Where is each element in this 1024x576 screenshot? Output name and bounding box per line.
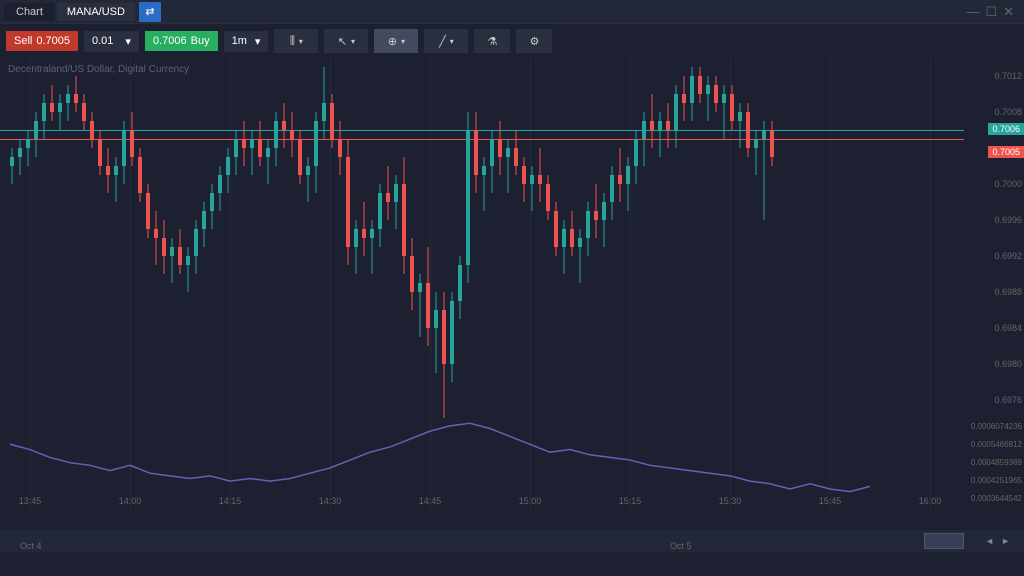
flask-icon: ⚗	[487, 35, 497, 48]
price-tick: 0.6996	[994, 215, 1022, 225]
minimize-icon[interactable]: —	[966, 4, 979, 20]
buy-button[interactable]: 0.7006 Buy	[145, 31, 218, 51]
nav-right-icon[interactable]: ►	[1001, 536, 1010, 546]
time-tick: 13:45	[19, 496, 42, 506]
indicator-tick: 0.0003644542	[971, 494, 1022, 503]
price-tick: 0.7008	[994, 107, 1022, 117]
sell-label: Sell	[14, 35, 32, 47]
time-tick: 14:30	[319, 496, 342, 506]
buy-label: Buy	[191, 35, 210, 47]
chevron-down-icon: ▾	[299, 37, 303, 46]
price-tick: 0.6984	[994, 323, 1022, 333]
chevron-down-icon: ▾	[401, 37, 405, 46]
bid-flag: 0.7005	[988, 146, 1024, 158]
chevron-down-icon: ▾	[351, 37, 355, 46]
crosshair-tool[interactable]: ⊕▾	[374, 29, 418, 53]
link-icon[interactable]: ⇄	[139, 2, 161, 22]
chart-area[interactable]: Decentraland/US Dollar, Digital Currency…	[0, 58, 1024, 530]
time-tick: 15:00	[519, 496, 542, 506]
sell-price: 0.7005	[36, 35, 70, 47]
timeline-label: Oct 5	[670, 541, 692, 551]
chart-type-selector[interactable]: ⫼▾	[274, 29, 318, 53]
indicator-tick: 0.0006074236	[971, 422, 1022, 431]
ask-flag: 0.7006	[988, 123, 1024, 135]
timeframe-selector[interactable]: 1m ▾	[224, 31, 269, 52]
time-tick: 14:00	[119, 496, 142, 506]
timeframe-value: 1m	[232, 35, 247, 47]
chart-toolbar: Sell 0.7005 0.01 ▾ 0.7006 Buy 1m ▾ ⫼▾ ↖▾…	[0, 24, 1024, 58]
price-tick: 0.6976	[994, 395, 1022, 405]
quantity-selector[interactable]: 0.01 ▾	[84, 31, 139, 52]
indicator-tick: 0.0004251965	[971, 476, 1022, 485]
indicator-tick: 0.0005466812	[971, 440, 1022, 449]
price-tick: 0.7000	[994, 179, 1022, 189]
drawing-tool[interactable]: ╱▾	[424, 29, 468, 53]
maximize-icon[interactable]: ☐	[985, 4, 997, 20]
time-tick: 16:00	[919, 496, 942, 506]
buy-price: 0.7006	[153, 35, 187, 47]
candlestick-panel	[0, 58, 964, 418]
indicators-button[interactable]: ⚗	[474, 29, 510, 53]
time-tick: 14:15	[219, 496, 242, 506]
price-tick: 0.7012	[994, 71, 1022, 81]
sell-button[interactable]: Sell 0.7005	[6, 31, 78, 51]
cursor-tool[interactable]: ↖▾	[324, 29, 368, 53]
chevron-down-icon: ▾	[255, 35, 261, 48]
chart-tab[interactable]: Chart	[4, 3, 55, 21]
crosshair-icon: ⊕	[388, 35, 397, 48]
time-axis: 13:45 14:00 14:15 14:30 14:45 15:00 15:15 15:30…	[0, 490, 964, 510]
price-tick: 0.6980	[994, 359, 1022, 369]
line-icon: ╱	[439, 35, 446, 48]
price-axis: 0.7012 0.7008 0.7000 0.6996 0.6992 0.6988 0.69…	[964, 58, 1024, 418]
cursor-icon: ↖	[338, 35, 347, 48]
time-tick: 15:30	[719, 496, 742, 506]
close-icon[interactable]: ✕	[1003, 4, 1014, 20]
candlestick-icon: ⫼	[290, 35, 295, 48]
price-tick: 0.6988	[994, 287, 1022, 297]
symbol-selector[interactable]: MANA/USD	[57, 3, 135, 21]
chart-subtitle: Decentraland/US Dollar, Digital Currency	[8, 64, 189, 75]
time-tick: 14:45	[419, 496, 442, 506]
nav-left-icon[interactable]: ◄	[985, 536, 994, 546]
indicator-tick: 0.0004859389	[971, 458, 1022, 467]
settings-button[interactable]: ⚙	[516, 29, 552, 53]
timeline-thumb[interactable]	[924, 533, 964, 549]
window-header: Chart MANA/USD ⇄ — ☐ ✕	[0, 0, 1024, 24]
gear-icon: ⚙	[529, 35, 539, 48]
time-tick: 15:15	[619, 496, 642, 506]
quantity-value: 0.01	[92, 35, 113, 47]
chevron-down-icon: ▾	[125, 35, 131, 48]
time-tick: 15:45	[819, 496, 842, 506]
price-tick: 0.6992	[994, 251, 1022, 261]
timeline-label: Oct 4	[20, 541, 42, 551]
timeline-overview[interactable]: Oct 4 Oct 5 ◄ ►	[0, 530, 1024, 552]
indicator-axis: 0.0006074236 0.0005466812 0.0004859389 0.00…	[954, 418, 1024, 510]
chevron-down-icon: ▾	[450, 37, 454, 46]
